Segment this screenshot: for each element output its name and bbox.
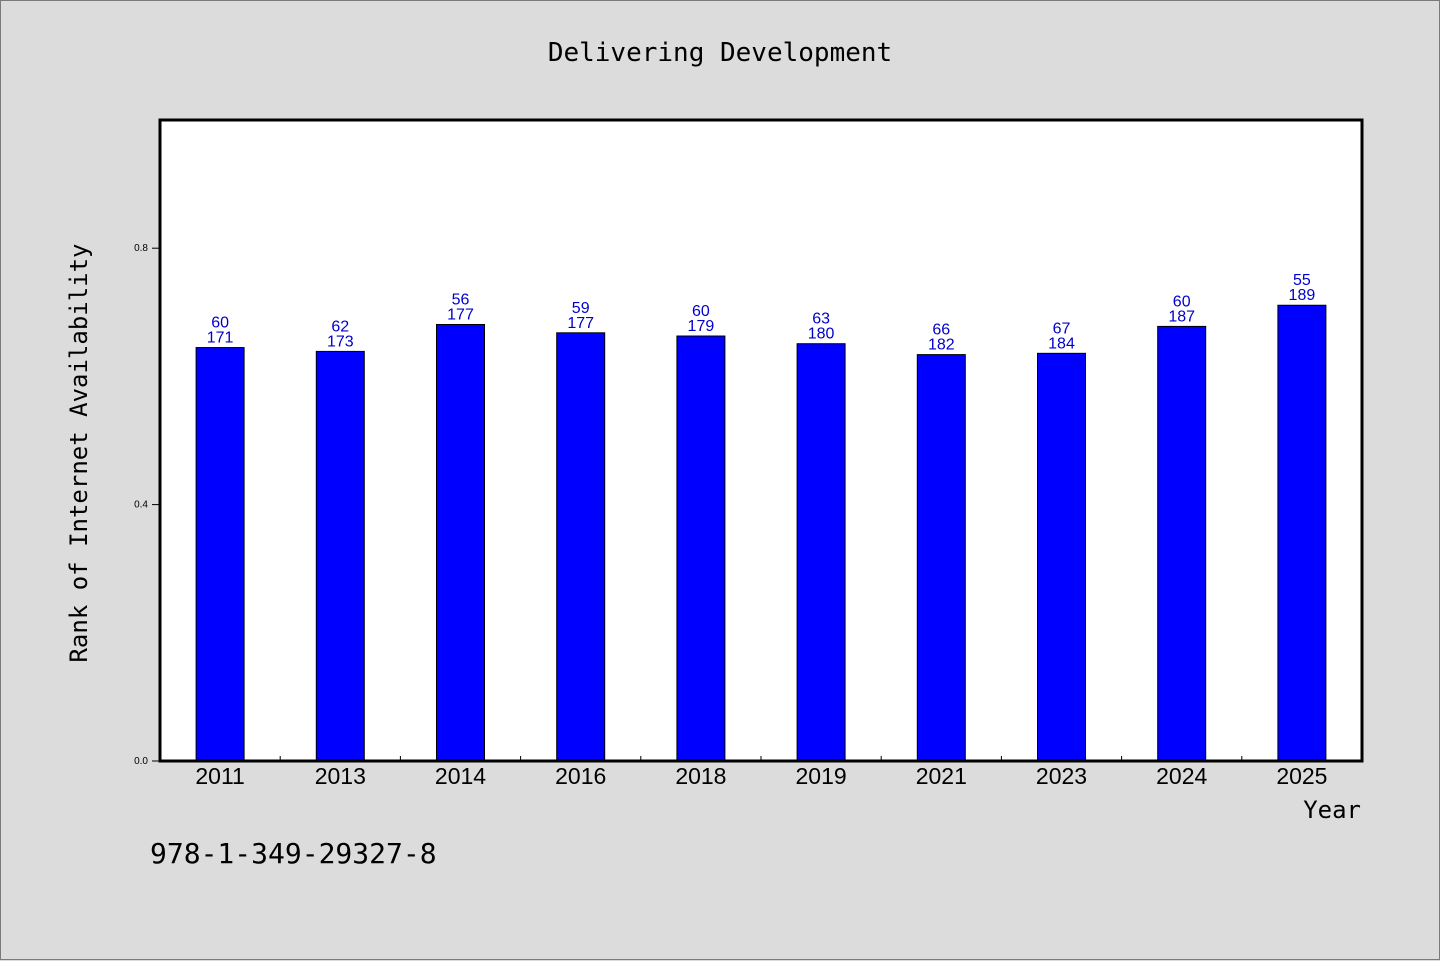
y-axis: 0.0 0.4 0.8 — [134, 243, 160, 767]
x-axis-label: Year — [1303, 796, 1361, 824]
y-tick-label-1: 0.4 — [134, 500, 148, 511]
data-label-bottom-2025: 189 — [1289, 287, 1316, 304]
footer-code: 978-1-349-29327-8 — [150, 837, 437, 870]
data-label-bottom-2013: 173 — [327, 333, 354, 350]
bar-2021 — [916, 354, 966, 762]
data-label-top-2024: 60 — [1173, 293, 1191, 310]
x-tick-label-2021: 2021 — [916, 763, 967, 789]
data-label-bottom-2011: 171 — [207, 330, 234, 347]
data-label-bottom-2014: 177 — [447, 306, 474, 323]
data-label-top-2016: 59 — [572, 300, 590, 317]
data-label-bottom-2024: 187 — [1168, 308, 1195, 325]
x-tick-label-2023: 2023 — [1036, 763, 1087, 789]
data-label-bottom-2016: 177 — [567, 315, 594, 332]
x-tick-label-2018: 2018 — [675, 763, 726, 789]
x-axis: 2011 2013 2014 2016 2018 2019 2021 2023 2024 2025 — [195, 756, 1327, 789]
plot-border — [158, 118, 1364, 763]
data-label-top-2013: 62 — [331, 318, 349, 335]
data-label-top-2023: 67 — [1053, 320, 1071, 337]
y-tick-label-2: 0.8 — [134, 243, 148, 254]
bar-2013 — [315, 350, 365, 762]
x-tick-label-2016: 2016 — [555, 763, 606, 789]
bar-2016 — [556, 332, 606, 762]
data-label-bottom-2021: 182 — [928, 337, 955, 354]
data-label-top-2021: 66 — [932, 322, 950, 339]
bar-2025 — [1277, 304, 1327, 762]
data-label-bottom-2019: 180 — [808, 326, 835, 343]
y-tick-label-0: 0.0 — [134, 756, 148, 767]
bar-2011 — [195, 347, 245, 762]
x-tick-label-2011: 2011 — [195, 763, 244, 789]
data-label-top-2019: 63 — [812, 311, 830, 328]
y-axis-label: Rank of Internet Availability — [65, 243, 93, 662]
data-label-top-2014: 56 — [452, 291, 470, 308]
bar-2014 — [436, 323, 485, 762]
chart-title: Delivering Development — [548, 38, 892, 68]
bars-group — [195, 304, 1327, 762]
bar-2023 — [1037, 352, 1086, 762]
x-tick-label-2014: 2014 — [435, 763, 486, 789]
data-label-top-2011: 60 — [211, 315, 229, 332]
data-label-top-2018: 60 — [692, 303, 710, 320]
x-tick-label-2024: 2024 — [1156, 763, 1207, 789]
data-label-bottom-2018: 179 — [688, 318, 715, 335]
data-label-bottom-2023: 184 — [1048, 335, 1075, 352]
bar-2018 — [676, 335, 726, 762]
bar-2019 — [796, 343, 846, 762]
x-tick-label-2013: 2013 — [315, 763, 366, 789]
data-label-top-2025: 55 — [1293, 272, 1311, 289]
x-tick-label-2019: 2019 — [796, 763, 847, 789]
bar-2024 — [1157, 325, 1207, 762]
x-tick-label-2025: 2025 — [1276, 763, 1327, 789]
